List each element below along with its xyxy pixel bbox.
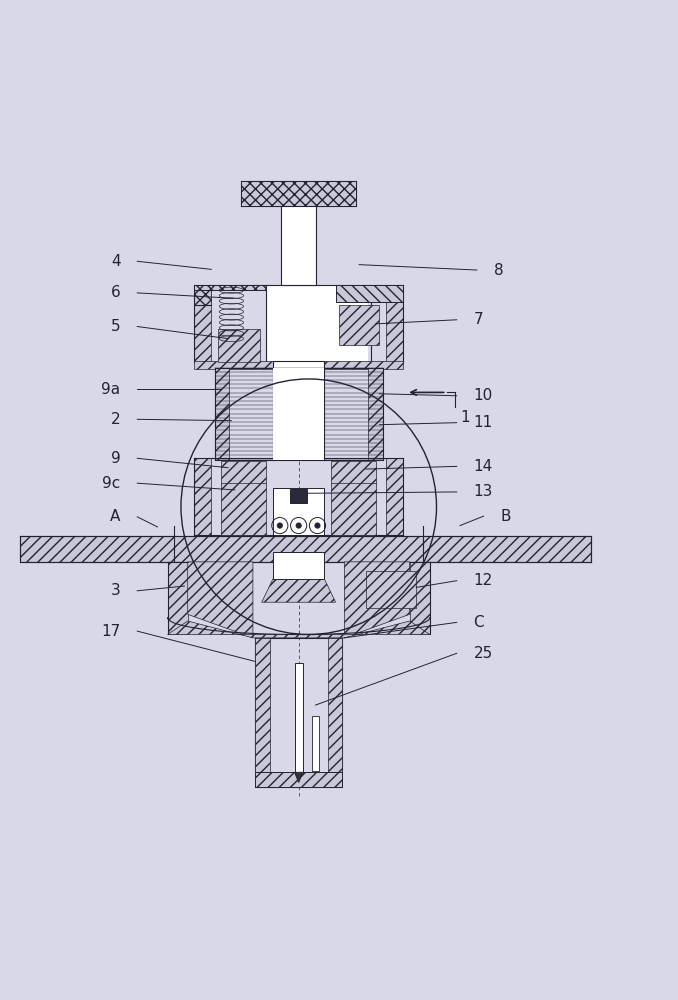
Polygon shape bbox=[366, 571, 416, 608]
Text: 5: 5 bbox=[111, 319, 121, 334]
Polygon shape bbox=[386, 458, 403, 535]
Polygon shape bbox=[336, 285, 403, 302]
Bar bbox=[273, 552, 324, 579]
Polygon shape bbox=[386, 285, 403, 362]
Text: 17: 17 bbox=[101, 624, 121, 639]
Bar bbox=[290, 489, 307, 503]
Bar bbox=[266, 285, 368, 362]
Text: 10: 10 bbox=[473, 388, 493, 403]
Polygon shape bbox=[215, 368, 229, 460]
Polygon shape bbox=[255, 638, 270, 772]
Text: B: B bbox=[500, 509, 511, 524]
Text: 9a: 9a bbox=[101, 382, 121, 397]
Polygon shape bbox=[339, 305, 380, 345]
Polygon shape bbox=[327, 638, 342, 772]
Text: 1: 1 bbox=[460, 410, 470, 425]
Polygon shape bbox=[188, 562, 253, 638]
Polygon shape bbox=[218, 329, 260, 362]
Polygon shape bbox=[221, 461, 266, 484]
Circle shape bbox=[296, 523, 301, 528]
Text: 4: 4 bbox=[111, 254, 121, 269]
Text: 3: 3 bbox=[111, 583, 121, 598]
Polygon shape bbox=[167, 562, 188, 634]
Text: 11: 11 bbox=[473, 415, 493, 430]
Polygon shape bbox=[195, 285, 212, 305]
Text: 9: 9 bbox=[111, 451, 121, 466]
Text: A: A bbox=[110, 509, 121, 524]
Circle shape bbox=[315, 523, 320, 528]
Bar bbox=[273, 361, 324, 369]
Polygon shape bbox=[195, 458, 212, 535]
Polygon shape bbox=[331, 483, 376, 535]
Text: 14: 14 bbox=[473, 459, 493, 474]
Text: 7: 7 bbox=[473, 312, 483, 327]
Polygon shape bbox=[195, 285, 212, 362]
Polygon shape bbox=[410, 562, 430, 634]
Text: 13: 13 bbox=[473, 484, 493, 499]
Polygon shape bbox=[195, 285, 266, 290]
Bar bbox=[281, 206, 316, 285]
Text: 25: 25 bbox=[473, 646, 493, 661]
Bar bbox=[273, 368, 324, 460]
Polygon shape bbox=[368, 368, 382, 460]
Text: 2: 2 bbox=[111, 412, 121, 427]
Polygon shape bbox=[262, 579, 336, 602]
Bar bbox=[312, 716, 319, 771]
Polygon shape bbox=[241, 181, 356, 206]
Polygon shape bbox=[255, 772, 342, 787]
Polygon shape bbox=[195, 361, 273, 369]
Text: 12: 12 bbox=[473, 573, 493, 588]
Polygon shape bbox=[331, 461, 376, 484]
Polygon shape bbox=[295, 772, 302, 782]
Polygon shape bbox=[20, 536, 591, 562]
Bar bbox=[295, 663, 302, 774]
Polygon shape bbox=[344, 562, 410, 638]
Text: 8: 8 bbox=[494, 263, 503, 278]
Polygon shape bbox=[221, 483, 266, 535]
Bar bbox=[273, 488, 324, 535]
Text: C: C bbox=[473, 615, 484, 630]
Polygon shape bbox=[324, 361, 403, 369]
Circle shape bbox=[277, 523, 283, 528]
Text: 6: 6 bbox=[111, 285, 121, 300]
Polygon shape bbox=[167, 621, 430, 638]
Text: 9c: 9c bbox=[102, 476, 121, 491]
